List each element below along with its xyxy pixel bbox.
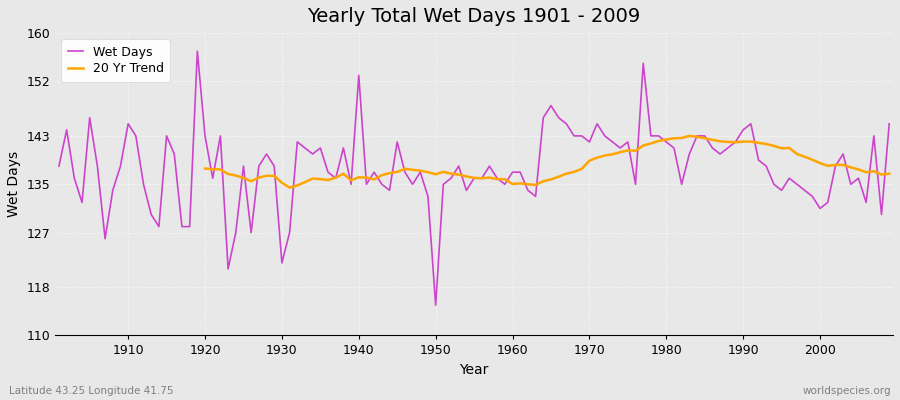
Line: Wet Days: Wet Days bbox=[59, 51, 889, 305]
20 Yr Trend bbox=[684, 134, 695, 138]
Wet Days bbox=[523, 188, 534, 193]
Title: Yearly Total Wet Days 1901 - 2009: Yearly Total Wet Days 1901 - 2009 bbox=[308, 7, 641, 26]
Text: Latitude 43.25 Longitude 41.75: Latitude 43.25 Longitude 41.75 bbox=[9, 386, 174, 396]
Wet Days bbox=[338, 146, 349, 150]
20 Yr Trend bbox=[799, 154, 810, 159]
20 Yr Trend bbox=[868, 169, 879, 174]
X-axis label: Year: Year bbox=[459, 363, 489, 377]
20 Yr Trend bbox=[691, 134, 702, 139]
Wet Days bbox=[292, 140, 302, 144]
Wet Days bbox=[515, 170, 526, 174]
20 Yr Trend bbox=[784, 146, 795, 150]
Wet Days bbox=[115, 164, 126, 168]
20 Yr Trend bbox=[415, 168, 426, 173]
Wet Days bbox=[884, 121, 895, 126]
Line: 20 Yr Trend: 20 Yr Trend bbox=[205, 136, 889, 188]
20 Yr Trend bbox=[200, 166, 211, 171]
Wet Days bbox=[192, 49, 202, 54]
Y-axis label: Wet Days: Wet Days bbox=[7, 151, 21, 217]
Text: worldspecies.org: worldspecies.org bbox=[803, 386, 891, 396]
20 Yr Trend bbox=[300, 180, 310, 184]
Wet Days bbox=[54, 164, 65, 168]
20 Yr Trend bbox=[284, 185, 295, 190]
Wet Days bbox=[615, 146, 626, 150]
20 Yr Trend bbox=[884, 171, 895, 176]
Legend: Wet Days, 20 Yr Trend: Wet Days, 20 Yr Trend bbox=[61, 39, 170, 82]
Wet Days bbox=[430, 303, 441, 308]
